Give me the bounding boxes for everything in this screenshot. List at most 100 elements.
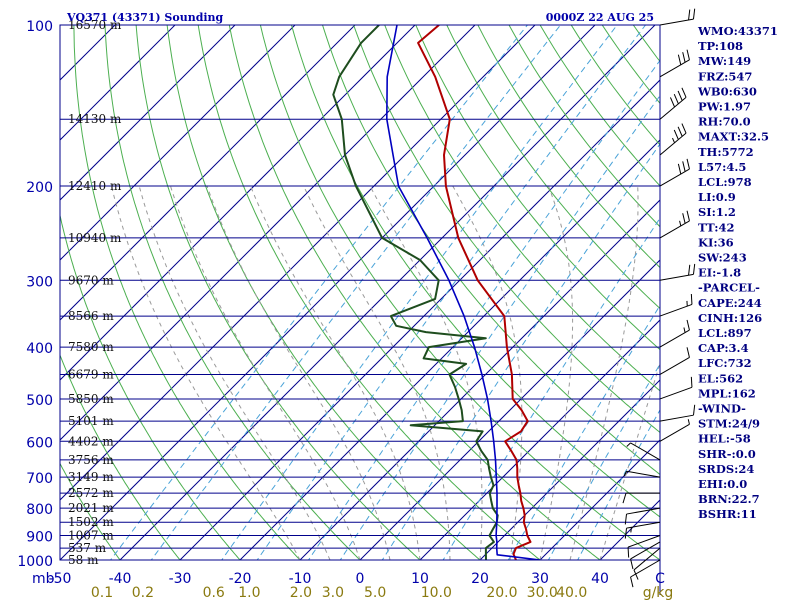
pressure-label: 100 bbox=[26, 19, 53, 35]
index-text: CAP:3.4 bbox=[698, 341, 749, 355]
moist-adiabat-line bbox=[250, 185, 421, 560]
wind-barb-staff bbox=[659, 329, 690, 348]
height-label: 3149 m bbox=[68, 470, 114, 484]
index-text: LFC:732 bbox=[698, 356, 752, 370]
index-text: EL:562 bbox=[698, 371, 743, 385]
height-label: 2021 m bbox=[68, 501, 114, 515]
moist-adiabat-line bbox=[111, 185, 301, 560]
dry-adiabat-line bbox=[0, 13, 7, 571]
mixing-ratio-line bbox=[221, 25, 618, 560]
height-label: 5850 m bbox=[68, 392, 114, 406]
wind-barb bbox=[659, 404, 696, 422]
index-text: -WIND- bbox=[698, 402, 746, 416]
wind-barb bbox=[626, 442, 661, 461]
wind-barb-staff bbox=[659, 414, 694, 422]
wind-barb-flag bbox=[682, 161, 686, 172]
mixing-ratio-label: 0.2 bbox=[132, 585, 154, 600]
height-label: 58 m bbox=[68, 553, 99, 567]
wind-barb-flag bbox=[673, 129, 679, 140]
isotherm-line bbox=[0, 13, 7, 571]
wind-barb-flag bbox=[677, 163, 682, 175]
wind-barb-flag bbox=[681, 123, 687, 134]
mixing-ratio-label: 1.0 bbox=[238, 585, 260, 600]
pressure-label: 200 bbox=[26, 180, 53, 196]
moist-adiabat-line bbox=[138, 185, 331, 560]
wind-barb-flag bbox=[677, 90, 683, 101]
wind-barb-half-flag bbox=[687, 419, 690, 425]
wind-barb bbox=[622, 492, 660, 504]
isotherm-line bbox=[299, 199, 660, 560]
isotherm-line bbox=[60, 25, 176, 141]
wind-barb bbox=[659, 419, 690, 442]
index-text: -PARCEL- bbox=[698, 281, 760, 295]
pressure-unit-label: mb bbox=[32, 571, 55, 587]
dry-adiabat-line bbox=[415, 25, 660, 351]
wind-barb bbox=[659, 49, 690, 78]
dry-adiabat-line bbox=[539, 25, 660, 187]
moist-adiabat-line bbox=[170, 185, 361, 560]
wind-barb-half-flag bbox=[679, 220, 682, 227]
wind-barb bbox=[659, 123, 687, 156]
height-label: 12410 m bbox=[68, 179, 122, 193]
mixing-ratio-line bbox=[256, 25, 646, 560]
wind-barb-staff bbox=[659, 386, 693, 400]
wind-barb-flag bbox=[677, 54, 682, 65]
height-label: 6679 m bbox=[68, 367, 114, 381]
mixing-ratio-label: 10.0 bbox=[421, 585, 452, 600]
height-label: 16570 m bbox=[68, 18, 122, 32]
index-text: SHR-:0.0 bbox=[698, 447, 756, 461]
index-text: MAXT:32.5 bbox=[698, 130, 769, 144]
dry-adiabat-line bbox=[135, 25, 421, 560]
wind-barb-half-flag bbox=[623, 470, 627, 477]
wind-barb-staff bbox=[659, 357, 690, 375]
mixing-ratio-line bbox=[339, 94, 660, 560]
index-text: TP:108 bbox=[698, 39, 743, 53]
wind-barb-flag bbox=[673, 93, 679, 104]
wind-barb-half-flag bbox=[672, 137, 676, 144]
mixing-ratio-label: 20.0 bbox=[486, 585, 517, 600]
height-label: 1502 m bbox=[68, 515, 114, 529]
mixing-ratio-label: 40.0 bbox=[556, 585, 587, 600]
isotherm-line bbox=[60, 25, 356, 321]
mixing-ratio-line bbox=[577, 409, 660, 560]
mixing-ratio-label: 30.0 bbox=[527, 585, 558, 600]
pressure-label: 400 bbox=[26, 341, 53, 357]
wind-barb-flag bbox=[630, 576, 634, 588]
index-text: CINH:126 bbox=[698, 311, 762, 325]
index-text: MPL:162 bbox=[698, 386, 756, 400]
temperature-unit-label: C bbox=[655, 571, 665, 587]
pressure-label: 500 bbox=[26, 393, 53, 409]
height-label: 537 m bbox=[68, 541, 107, 555]
wind-barb-staff bbox=[659, 423, 690, 442]
temperature-tick-label: -10 bbox=[289, 571, 312, 587]
isotherm-line bbox=[60, 25, 416, 381]
height-label: 7580 m bbox=[68, 340, 114, 354]
wind-barb-flag bbox=[622, 493, 627, 504]
height-label: 10940 m bbox=[68, 231, 122, 245]
index-text: WB0:630 bbox=[697, 84, 757, 98]
parcel-trace bbox=[385, 25, 541, 560]
moist-adiabat-line bbox=[599, 361, 660, 560]
wind-barb bbox=[633, 547, 661, 580]
index-text: WMO:43371 bbox=[697, 24, 778, 38]
height-label: 5101 m bbox=[68, 414, 114, 428]
wind-barb bbox=[623, 470, 661, 478]
isotherm-line bbox=[0, 13, 67, 571]
wind-barb bbox=[659, 319, 690, 348]
mixing-ratio-label: 3.0 bbox=[322, 585, 344, 600]
wind-barb-staff bbox=[659, 132, 687, 156]
station-title: VQ371 (43371) Sounding bbox=[66, 11, 224, 24]
index-text: SW:243 bbox=[698, 251, 747, 265]
index-text: SI:1.2 bbox=[698, 205, 736, 219]
wind-barb-staff bbox=[626, 470, 661, 478]
isotherm-line bbox=[60, 25, 296, 261]
dry-adiabat-line bbox=[259, 25, 660, 560]
mixing-ratio-label: 0.1 bbox=[91, 585, 113, 600]
wind-barb bbox=[659, 210, 690, 239]
index-text: KI:36 bbox=[698, 235, 734, 249]
index-text: RH:70.0 bbox=[698, 115, 751, 129]
wind-barb-flag bbox=[690, 376, 693, 388]
